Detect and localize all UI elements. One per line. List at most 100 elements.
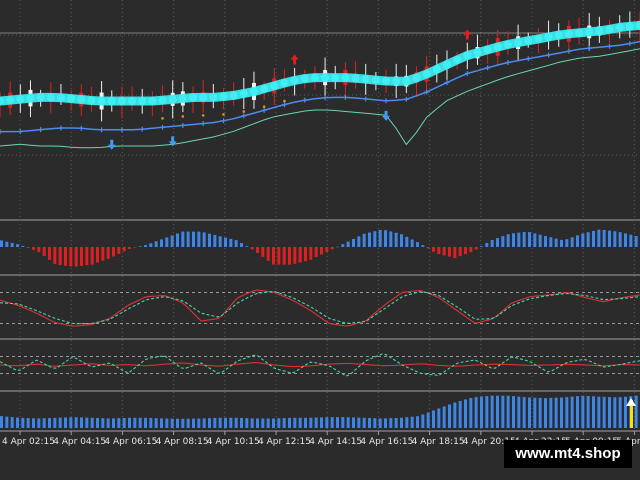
volume-bar — [480, 396, 483, 428]
band-point — [128, 97, 137, 105]
histogram-bar — [197, 231, 201, 247]
volume-bar — [421, 414, 425, 428]
band-point — [260, 84, 269, 93]
volume-bar — [410, 416, 414, 428]
band-point — [575, 28, 584, 37]
histogram-bar — [298, 247, 302, 263]
volume-bar — [5, 416, 9, 428]
band-point — [321, 73, 330, 82]
band-point — [371, 76, 380, 85]
histogram-bar — [128, 247, 131, 249]
band-point — [189, 93, 198, 102]
volume-bar — [117, 418, 121, 428]
band-point — [270, 81, 279, 90]
series-slow — [0, 353, 640, 377]
histogram-bar — [352, 238, 355, 247]
histogram-bar — [80, 247, 83, 266]
volume-bar — [112, 418, 115, 428]
volume-bar — [272, 418, 275, 428]
volume-bar — [506, 395, 510, 428]
histogram-bar — [602, 229, 606, 247]
histogram-bar — [362, 233, 366, 247]
histogram-bar — [485, 242, 489, 247]
histogram-bar — [208, 233, 211, 247]
histogram-bar — [474, 247, 478, 250]
histogram-bar — [314, 247, 318, 258]
volume-bar — [362, 417, 366, 428]
band-point — [615, 23, 624, 32]
histogram-bar — [282, 247, 286, 265]
volume-bar — [597, 396, 601, 428]
volume-bar — [32, 418, 35, 428]
histogram-bar — [346, 241, 350, 247]
histogram-bar — [325, 247, 329, 252]
histogram-bar — [522, 231, 526, 247]
volume-bar — [314, 417, 318, 428]
band-point — [178, 94, 187, 103]
histogram-bar — [202, 232, 206, 247]
band-point — [534, 34, 543, 43]
x-tick-label: 4 Apr 04:15 — [53, 437, 106, 447]
volume-bar — [106, 418, 110, 428]
volume-bar — [378, 418, 382, 428]
volume-bar — [437, 408, 441, 428]
band-point — [585, 27, 594, 36]
series-trend-line — [0, 40, 640, 133]
band-point — [97, 97, 106, 105]
volume-bar — [325, 417, 329, 428]
histogram-bar — [101, 247, 105, 261]
price-panel — [0, 11, 640, 150]
histogram-bar — [368, 232, 371, 247]
band-point — [219, 92, 228, 101]
volume-bar — [138, 417, 142, 428]
volume-bar — [320, 417, 323, 428]
volume-bar — [346, 417, 350, 428]
band-point — [36, 93, 45, 102]
histogram-bar — [592, 230, 595, 247]
histogram-bar — [442, 247, 446, 256]
band-point — [6, 96, 15, 105]
volume-bar — [208, 418, 211, 428]
volume-bar — [592, 396, 595, 428]
volume-bar — [517, 396, 521, 428]
volume-bar — [336, 417, 339, 428]
volume-panel — [0, 395, 638, 428]
histogram-bar — [256, 247, 259, 253]
volume-bar — [528, 397, 531, 428]
band-point — [392, 77, 401, 86]
volume-bar — [576, 396, 579, 428]
band-point — [564, 29, 573, 38]
volume-bar — [618, 397, 622, 428]
histogram-bar — [181, 231, 185, 247]
histogram-bar — [581, 233, 585, 247]
x-tick-label: 4 Apr 20:15 — [463, 437, 516, 447]
histogram-bar — [192, 231, 195, 247]
band-point — [544, 32, 553, 41]
volume-bar — [69, 417, 73, 428]
volume-bar — [245, 418, 249, 428]
oscillator-2-panel — [0, 353, 640, 377]
histogram-bar — [250, 247, 254, 250]
volume-bar — [405, 417, 409, 428]
volume-bar — [277, 418, 281, 428]
histogram-bar — [634, 236, 638, 247]
volume-bar — [341, 417, 345, 428]
volume-bar — [128, 417, 131, 428]
volume-bar — [16, 417, 19, 428]
series-stop-line — [0, 48, 640, 149]
histogram-bar — [144, 245, 147, 247]
band-point — [158, 96, 167, 105]
volume-bar — [544, 398, 547, 428]
volume-bar — [581, 395, 585, 428]
series-band — [0, 20, 640, 106]
volume-bar — [90, 417, 94, 428]
volume-bar — [122, 417, 126, 428]
histogram-bar — [613, 231, 617, 247]
band-point — [442, 60, 451, 69]
histogram-bar — [549, 237, 553, 247]
orange-dot — [222, 113, 225, 116]
histogram-bar — [373, 231, 377, 247]
histogram-bar — [448, 247, 451, 257]
volume-bar — [224, 417, 227, 428]
volume-bar — [293, 417, 297, 428]
